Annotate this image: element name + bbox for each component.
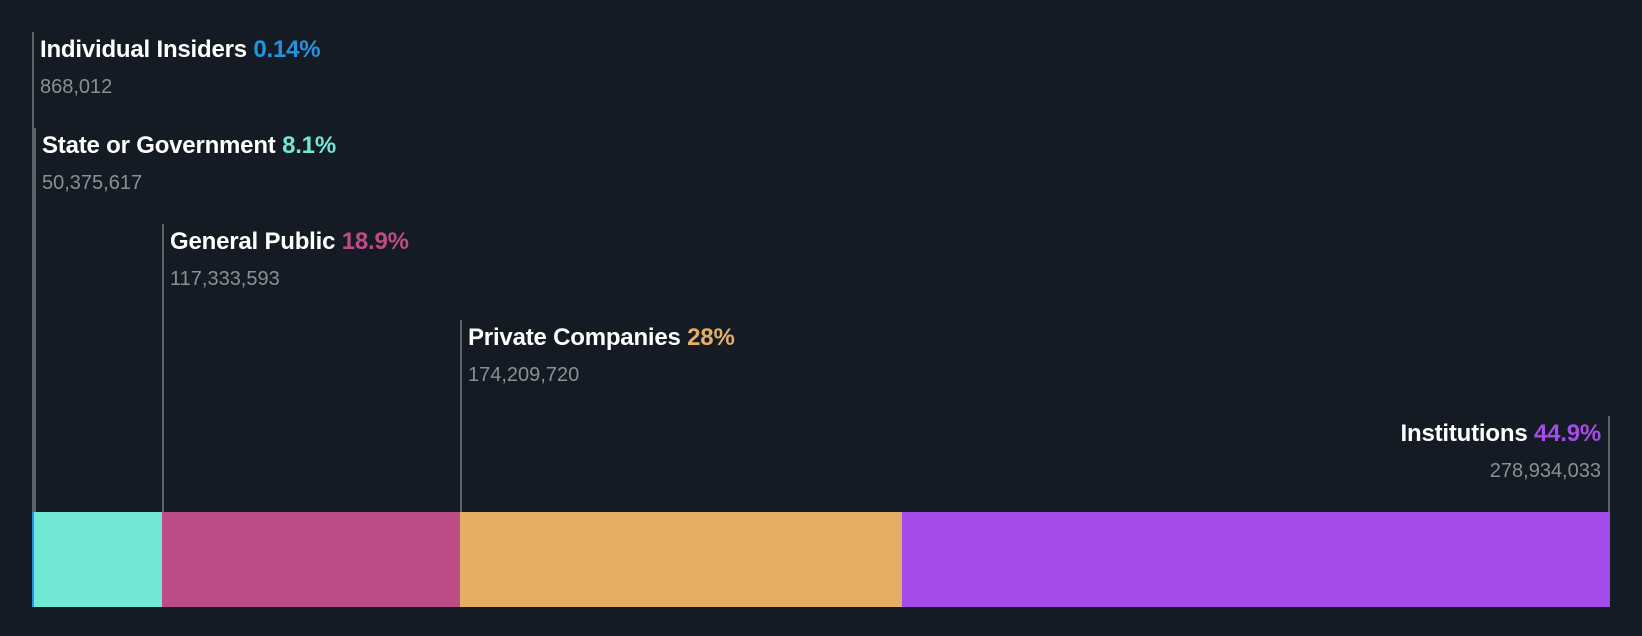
marker-state-or-government	[34, 128, 36, 607]
bar-segment-private-companies[interactable]	[460, 512, 902, 607]
bar-segment-individual-insiders[interactable]	[32, 512, 34, 607]
label-general-public: General Public 18.9% 117,333,593	[170, 227, 409, 292]
shares-value: 174,209,720	[468, 364, 580, 386]
category-name: State or Government	[42, 132, 276, 159]
bar-segment-general-public[interactable]	[162, 512, 460, 607]
label-institutions: Institutions 44.9% 278,934,033	[1400, 419, 1602, 484]
category-name: Institutions	[1400, 420, 1528, 447]
percent-value: 0.14%	[253, 36, 321, 63]
percent-value: 18.9%	[341, 228, 409, 255]
shares-value: 278,934,033	[1489, 460, 1601, 482]
label-private-companies: Private Companies 28% 174,209,720	[468, 323, 735, 388]
shares-value: 50,375,617	[42, 172, 143, 194]
percent-value: 28%	[687, 324, 735, 351]
shares-value: 117,333,593	[170, 268, 280, 290]
marker-individual-insiders	[32, 32, 34, 607]
label-individual-insiders: Individual Insiders 0.14% 868,012	[40, 35, 321, 100]
label-state-or-government: State or Government 8.1% 50,375,617	[42, 131, 336, 196]
marker-general-public	[162, 224, 164, 512]
percent-value: 8.1%	[282, 132, 336, 159]
marker-institutions	[1608, 416, 1610, 512]
shares-value: 868,012	[40, 76, 113, 98]
percent-value: 44.9%	[1533, 420, 1601, 447]
category-name: Private Companies	[468, 324, 681, 351]
bar-segment-institutions[interactable]	[902, 512, 1610, 607]
marker-private-companies	[460, 320, 462, 512]
category-name: Individual Insiders	[40, 36, 247, 63]
bar-segment-state-or-government[interactable]	[34, 512, 162, 607]
category-name: General Public	[170, 228, 336, 255]
